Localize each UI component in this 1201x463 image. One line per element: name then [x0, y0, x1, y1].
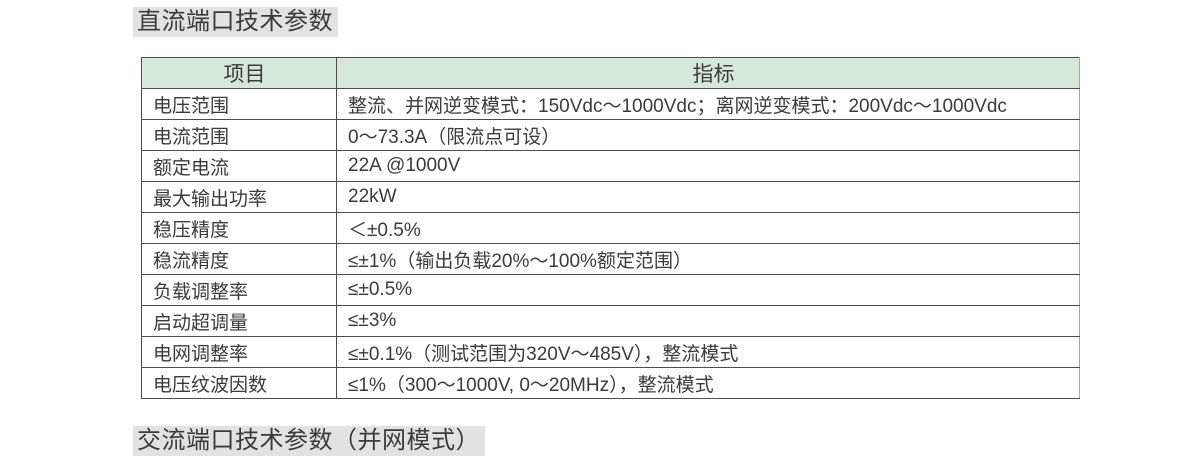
value-cell: ≤±0.5%	[336, 274, 1080, 306]
header-cell-indicator: 指标	[336, 57, 1080, 89]
table-row: 稳流精度 ≤±1%（输出负载20%～100%额定范围）	[141, 243, 1080, 275]
item-cell: 电压范围	[141, 88, 337, 120]
value-cell: ＜±0.5%	[336, 212, 1080, 244]
value-cell: 0～73.3A（限流点可设）	[336, 119, 1080, 151]
value-cell: 22A @1000V	[336, 150, 1080, 182]
dc-table-header: 项目 指标	[141, 57, 1080, 89]
dc-spec-table: 项目 指标 电压范围 整流、并网逆变模式：150Vdc～1000Vdc；离网逆变…	[141, 57, 1080, 399]
table-row: 最大输出功率 22kW	[141, 181, 1080, 213]
value-cell: ≤±0.1%（测试范围为320V～485V），整流模式	[336, 336, 1080, 368]
table-row: 额定电流 22A @1000V	[141, 150, 1080, 182]
dc-table-body: 电压范围 整流、并网逆变模式：150Vdc～1000Vdc；离网逆变模式：200…	[141, 88, 1080, 399]
table-row: 稳压精度 ＜±0.5%	[141, 212, 1080, 244]
item-cell: 最大输出功率	[141, 181, 337, 213]
table-row: 电压纹波因数 ≤1%（300～1000V, 0～20MHz），整流模式	[141, 367, 1080, 399]
table-row: 电压范围 整流、并网逆变模式：150Vdc～1000Vdc；离网逆变模式：200…	[141, 88, 1080, 120]
item-cell: 电网调整率	[141, 336, 337, 368]
dc-section-title: 直流端口技术参数	[133, 7, 338, 37]
item-cell: 额定电流	[141, 150, 337, 182]
value-cell: ≤1%（300～1000V, 0～20MHz），整流模式	[336, 367, 1080, 399]
item-cell: 电压纹波因数	[141, 367, 337, 399]
item-cell: 电流范围	[141, 119, 337, 151]
header-row: 项目 指标	[141, 57, 1080, 89]
item-cell: 稳流精度	[141, 243, 337, 275]
table-row: 启动超调量 ≤±3%	[141, 305, 1080, 337]
ac-section-title: 交流端口技术参数（并网模式）	[133, 426, 485, 456]
value-cell: 整流、并网逆变模式：150Vdc～1000Vdc；离网逆变模式：200Vdc～1…	[336, 88, 1080, 120]
item-cell: 启动超调量	[141, 305, 337, 337]
value-cell: ≤±3%	[336, 305, 1080, 337]
table-row: 负载调整率 ≤±0.5%	[141, 274, 1080, 306]
item-cell: 稳压精度	[141, 212, 337, 244]
table-row: 电网调整率 ≤±0.1%（测试范围为320V～485V），整流模式	[141, 336, 1080, 368]
value-cell: 22kW	[336, 181, 1080, 213]
value-cell: ≤±1%（输出负载20%～100%额定范围）	[336, 243, 1080, 275]
table-row: 电流范围 0～73.3A（限流点可设）	[141, 119, 1080, 151]
item-cell: 负载调整率	[141, 274, 337, 306]
header-cell-item: 项目	[141, 57, 337, 89]
